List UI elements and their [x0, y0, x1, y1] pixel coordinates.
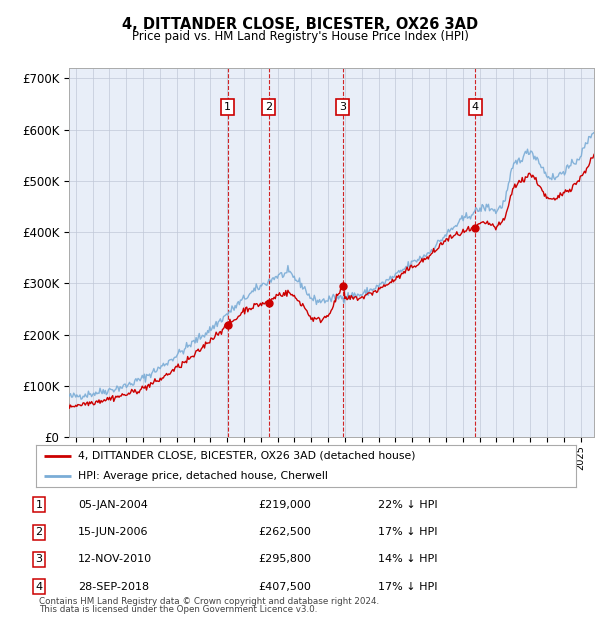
- Text: 3: 3: [339, 102, 346, 112]
- Text: 4: 4: [472, 102, 479, 112]
- Text: 1: 1: [35, 500, 43, 510]
- Text: 1: 1: [224, 102, 231, 112]
- Text: 4, DITTANDER CLOSE, BICESTER, OX26 3AD: 4, DITTANDER CLOSE, BICESTER, OX26 3AD: [122, 17, 478, 32]
- Text: 3: 3: [35, 554, 43, 564]
- Text: 2: 2: [265, 102, 272, 112]
- Text: 2: 2: [35, 527, 43, 537]
- Text: Contains HM Land Registry data © Crown copyright and database right 2024.: Contains HM Land Registry data © Crown c…: [39, 597, 379, 606]
- Text: £262,500: £262,500: [258, 527, 311, 537]
- Text: £219,000: £219,000: [258, 500, 311, 510]
- Text: 17% ↓ HPI: 17% ↓ HPI: [378, 527, 437, 537]
- Text: £295,800: £295,800: [258, 554, 311, 564]
- Text: 4, DITTANDER CLOSE, BICESTER, OX26 3AD (detached house): 4, DITTANDER CLOSE, BICESTER, OX26 3AD (…: [78, 451, 416, 461]
- Text: 05-JAN-2004: 05-JAN-2004: [78, 500, 148, 510]
- Text: 22% ↓ HPI: 22% ↓ HPI: [378, 500, 437, 510]
- Text: 15-JUN-2006: 15-JUN-2006: [78, 527, 149, 537]
- Text: 4: 4: [35, 582, 43, 591]
- Text: 12-NOV-2010: 12-NOV-2010: [78, 554, 152, 564]
- Text: £407,500: £407,500: [258, 582, 311, 591]
- Text: 14% ↓ HPI: 14% ↓ HPI: [378, 554, 437, 564]
- Text: Price paid vs. HM Land Registry's House Price Index (HPI): Price paid vs. HM Land Registry's House …: [131, 30, 469, 43]
- Text: HPI: Average price, detached house, Cherwell: HPI: Average price, detached house, Cher…: [78, 471, 328, 481]
- Text: This data is licensed under the Open Government Licence v3.0.: This data is licensed under the Open Gov…: [39, 604, 317, 614]
- Text: 17% ↓ HPI: 17% ↓ HPI: [378, 582, 437, 591]
- Text: 28-SEP-2018: 28-SEP-2018: [78, 582, 149, 591]
